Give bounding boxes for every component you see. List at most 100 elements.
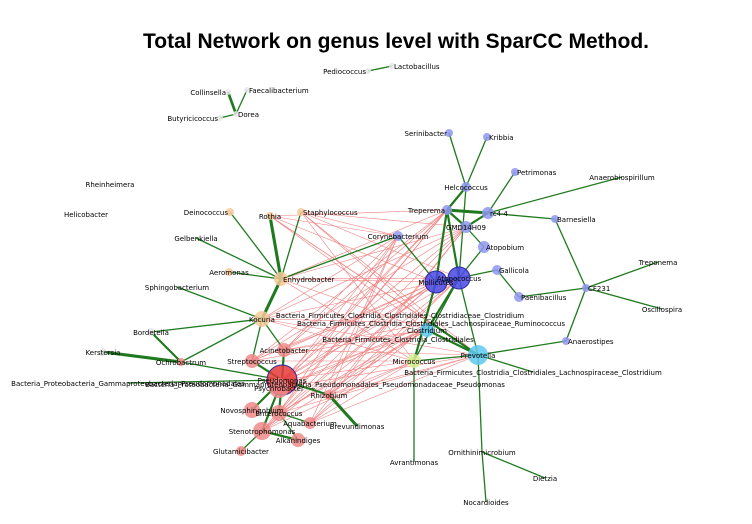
negative-edge bbox=[278, 354, 479, 389]
node-ochrobactrum[interactable] bbox=[177, 358, 185, 366]
node-rhizobium[interactable] bbox=[324, 390, 334, 400]
node-label-kocuria: Kocuria bbox=[249, 316, 275, 324]
node-serinibacter[interactable] bbox=[445, 129, 453, 137]
node-label-glutamicibacter: Glutamicibacter bbox=[213, 448, 269, 456]
node-gmd14h09[interactable] bbox=[460, 221, 472, 233]
positive-edge bbox=[195, 237, 282, 280]
node-aeromonas[interactable] bbox=[225, 268, 233, 276]
node-label-cf231: CF231 bbox=[588, 285, 610, 293]
node-label-helicobacter: Helicobacter bbox=[64, 211, 108, 219]
node-label-alkanindiges: Alkanindiges bbox=[276, 437, 321, 445]
positive-edge bbox=[477, 340, 567, 356]
node-petrimonas[interactable] bbox=[511, 168, 519, 176]
node-label-aeromonas: Aeromonas bbox=[209, 269, 249, 277]
negative-edge bbox=[278, 354, 479, 414]
node-atopobium[interactable] bbox=[478, 241, 490, 253]
node-faecalibacterium[interactable] bbox=[244, 87, 250, 93]
node-anaerostipes[interactable] bbox=[562, 337, 570, 345]
negative-edge bbox=[278, 235, 399, 414]
node-enhydrobacter[interactable] bbox=[274, 272, 288, 286]
positive-edge bbox=[445, 209, 461, 279]
node-streptococcus[interactable] bbox=[245, 354, 259, 368]
positive-edge bbox=[229, 211, 282, 280]
node-label-collinsella: Collinsella bbox=[190, 89, 226, 97]
node-psychrobacter[interactable] bbox=[269, 378, 289, 398]
node-kribbia[interactable] bbox=[483, 133, 491, 141]
node-pediococcus[interactable] bbox=[365, 68, 371, 74]
negative-edge bbox=[328, 277, 460, 396]
node-aquabacterium[interactable] bbox=[304, 417, 316, 429]
node-label-pediococcus: Pediococcus bbox=[323, 68, 366, 76]
node-stenotrophomonas[interactable] bbox=[253, 422, 271, 440]
node-label-corynebacterium: Corynebacterium bbox=[368, 233, 429, 241]
node-kocuria[interactable] bbox=[254, 311, 270, 327]
negative-edge bbox=[309, 277, 460, 424]
positive-edge bbox=[228, 271, 282, 280]
node-acinetobacter[interactable] bbox=[277, 343, 291, 357]
negative-edge bbox=[269, 215, 399, 237]
positive-edge bbox=[565, 287, 587, 342]
node-collinsella[interactable] bbox=[225, 89, 231, 95]
node-prevotella[interactable] bbox=[468, 345, 488, 365]
positive-edge bbox=[458, 277, 479, 356]
negative-edge bbox=[328, 360, 415, 396]
node-kerstersia[interactable] bbox=[99, 348, 107, 356]
node-alkanindiges[interactable] bbox=[291, 433, 305, 447]
node-barnesiella[interactable] bbox=[551, 215, 559, 223]
node-clostridium[interactable] bbox=[420, 323, 434, 337]
positive-edge bbox=[446, 208, 489, 215]
node-label-streptococcus: Streptococcus bbox=[227, 358, 277, 366]
node-corynebacterium[interactable] bbox=[393, 231, 403, 241]
node-label-anaerostipes: Anaerostipes bbox=[568, 338, 614, 346]
node-micrococcus[interactable] bbox=[407, 354, 421, 368]
negative-edge bbox=[261, 318, 432, 324]
node-novosphingobium[interactable] bbox=[244, 402, 260, 418]
node-label-kerstersia: Kerstersia bbox=[86, 349, 121, 357]
negative-edge bbox=[281, 329, 428, 381]
positive-edge bbox=[518, 287, 587, 298]
node-label-barnesiella: Barnesiella bbox=[557, 216, 596, 224]
positive-edge bbox=[477, 354, 483, 453]
positive-edge bbox=[487, 212, 556, 220]
node-bordetella[interactable] bbox=[147, 328, 155, 336]
node-helcococcus[interactable] bbox=[461, 182, 471, 192]
nodes bbox=[99, 63, 590, 456]
node-label-bordetella: Bordetella bbox=[133, 329, 169, 337]
node-mollicutes[interactable] bbox=[424, 270, 448, 294]
positive-edge bbox=[487, 171, 516, 214]
positive-edge bbox=[102, 350, 182, 364]
node-label-rheinheimera: Rheinheimera bbox=[86, 181, 135, 189]
node-label-avrantimonas: Avrantimonas bbox=[390, 459, 439, 467]
node-label-brevundimonas: Brevundimonas bbox=[330, 423, 385, 431]
negative-edge bbox=[309, 235, 399, 424]
node-label-rc4-4: rc4-4 bbox=[490, 210, 509, 218]
negative-edge bbox=[278, 209, 448, 389]
node-rothia[interactable] bbox=[266, 212, 274, 220]
node-label-atopobium: Atopobium bbox=[486, 244, 524, 252]
node-glutamicibacter[interactable] bbox=[236, 446, 246, 456]
node-dorea[interactable] bbox=[233, 111, 239, 117]
node-butyricicoccus[interactable] bbox=[217, 115, 223, 121]
node-atopococcus[interactable] bbox=[447, 266, 471, 290]
negative-edge bbox=[300, 211, 399, 237]
node-paenibacillus[interactable] bbox=[514, 292, 524, 302]
node-label-clostridium: Clostridium bbox=[407, 327, 447, 335]
node-gallicola[interactable] bbox=[492, 265, 502, 275]
node-label-micrococcus: Micrococcus bbox=[393, 358, 436, 366]
node-enterococcus[interactable] bbox=[271, 405, 287, 421]
node-label-bact-proteo-pseudomonas: Bacteria_Proteobacteria_Gammaproteobacte… bbox=[145, 381, 505, 389]
negative-edge bbox=[300, 211, 467, 228]
negative-edge bbox=[269, 215, 428, 331]
positive-edge bbox=[367, 65, 393, 72]
node-label-treperema: Treperema bbox=[407, 207, 445, 215]
node-lactobacillus[interactable] bbox=[389, 63, 395, 69]
positive-edge bbox=[180, 318, 263, 363]
positive-edge bbox=[585, 261, 659, 289]
node-staphylococcus[interactable] bbox=[297, 208, 305, 216]
node-treperema[interactable] bbox=[442, 205, 452, 215]
node-label-kribbia: Kribbia bbox=[489, 134, 514, 142]
node-cf231[interactable] bbox=[582, 284, 590, 292]
node-deinococcus[interactable] bbox=[226, 208, 234, 216]
node-label-faecalibacterium: Faecalibacterium bbox=[249, 87, 309, 95]
node-rc4-4[interactable] bbox=[482, 207, 494, 219]
